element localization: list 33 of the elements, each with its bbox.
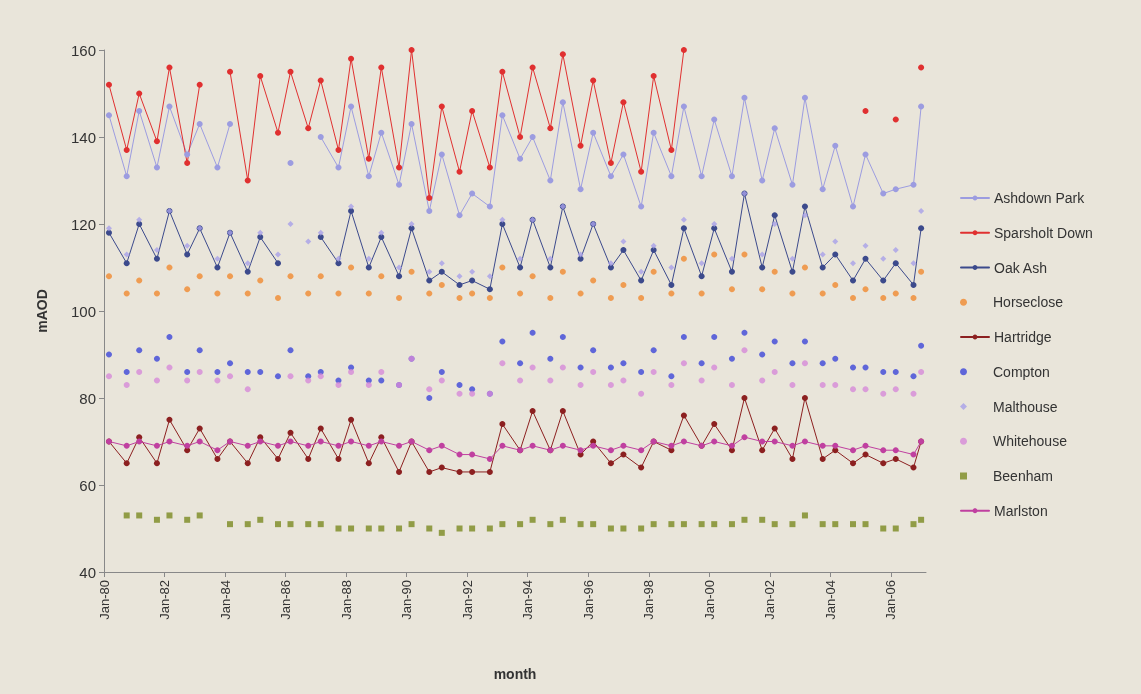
x-tick-label: Jan-98 [641, 580, 657, 620]
x-tick-label: Jan-88 [338, 580, 354, 620]
x-axis-title: month [493, 666, 537, 682]
x-tick-label: Jan-02 [762, 580, 778, 620]
legend-label: Hartridge [994, 329, 1052, 345]
x-tick-label: Jan-00 [701, 580, 717, 620]
legend-label: Ashdown Park [994, 190, 1086, 206]
x-tick-label: Jan-94 [520, 580, 536, 620]
legend-label: Compton [993, 363, 1050, 380]
x-tick-label: Jan-96 [580, 580, 596, 620]
legend-label: Whitehouse [993, 433, 1068, 450]
x-tick-label: Jan-84 [217, 580, 233, 620]
y-tick-label: 140 [70, 128, 96, 146]
y-tick-label: 120 [70, 215, 96, 233]
x-tick-label: Jan-06 [883, 580, 899, 620]
x-tick-label: Jan-04 [822, 580, 838, 620]
x-tick-label: Jan-92 [459, 580, 475, 620]
y-tick-label: 160 [70, 41, 96, 59]
x-tick-label: Jan-86 [278, 580, 294, 620]
legend-label: Horseclose [993, 294, 1064, 311]
y-tick-label: 100 [70, 302, 96, 320]
x-tick-label: Jan-90 [399, 580, 415, 620]
x-tick-label: Jan-80 [96, 580, 112, 620]
legend-label: Marlston [994, 502, 1048, 519]
legend-label: Beenham [993, 468, 1053, 484]
x-tick-label: Jan-82 [157, 580, 173, 620]
legend-label: Malthouse [993, 398, 1058, 415]
y-tick-label: 60 [79, 476, 96, 494]
y-tick-label: 80 [79, 389, 96, 407]
legend-label: Sparsholt Down [994, 224, 1093, 241]
y-axis-title: mAOD [34, 289, 50, 333]
legend-label: Oak Ash [994, 259, 1047, 276]
y-tick-label: 40 [79, 563, 96, 581]
